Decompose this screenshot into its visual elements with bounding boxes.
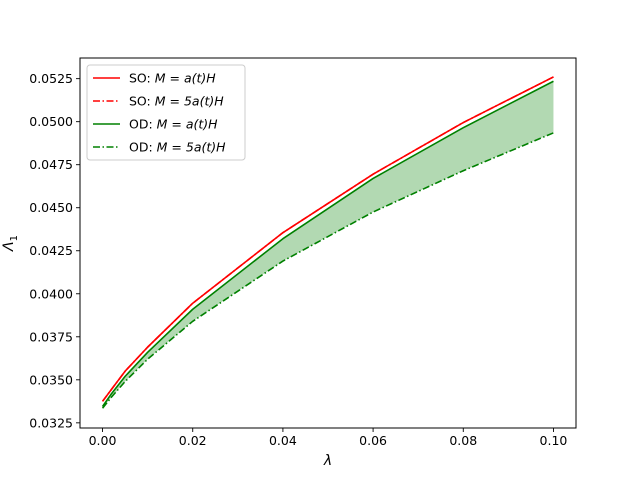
x-tick-label: 0.10	[540, 433, 568, 448]
y-axis-label: Λ1	[1, 235, 20, 252]
plot-frame	[79, 57, 577, 429]
y-axis-ticks: 0.0325 0.0350 0.0375 0.0400 0.0425 0.0450 0.04…	[29, 71, 80, 430]
y-tick-label: 0.0525	[29, 71, 73, 86]
lines-layer	[101, 76, 554, 409]
y-tick-label: 0.0475	[29, 157, 73, 172]
x-tick-label: 0.00	[89, 433, 117, 448]
x-tick-label: 0.08	[449, 433, 477, 448]
y-tick-label: 0.0500	[29, 114, 73, 129]
y-tick-label: 0.0375	[29, 329, 73, 344]
legend-entry-3: OD: M = 5a(t)H	[129, 140, 226, 155]
legend-entry-0: SO: M = a(t)H	[129, 71, 216, 86]
y-tick-label: 0.0350	[29, 372, 73, 387]
y-tick-label: 0.0425	[29, 243, 73, 258]
fill-between-area	[102, 81, 554, 409]
legend: SO: M = a(t)H SO: M = 5a(t)H OD: M = a(t)H…	[86, 64, 246, 161]
series-line-3	[101, 132, 554, 409]
x-axis-label: λ	[323, 453, 332, 469]
y-tick-label: 0.0325	[29, 415, 73, 430]
fill-layer	[102, 81, 554, 409]
legend-box	[86, 64, 246, 161]
y-tick-label: 0.0450	[29, 200, 73, 215]
y-axis-label-subscript: 1	[9, 235, 20, 241]
x-axis-ticks: 0.00 0.02 0.04 0.06 0.08 0.10	[89, 428, 568, 448]
x-tick-label: 0.04	[269, 433, 297, 448]
y-tick-label: 0.0400	[29, 286, 73, 301]
series-line-2	[101, 80, 554, 407]
series-line-0	[101, 76, 554, 402]
legend-entry-2: OD: M = a(t)H	[129, 117, 218, 132]
legend-entry-1: SO: M = 5a(t)H	[129, 94, 224, 109]
x-tick-label: 0.02	[179, 433, 207, 448]
x-tick-label: 0.06	[359, 433, 387, 448]
y-axis-label-main: Λ	[1, 241, 17, 252]
